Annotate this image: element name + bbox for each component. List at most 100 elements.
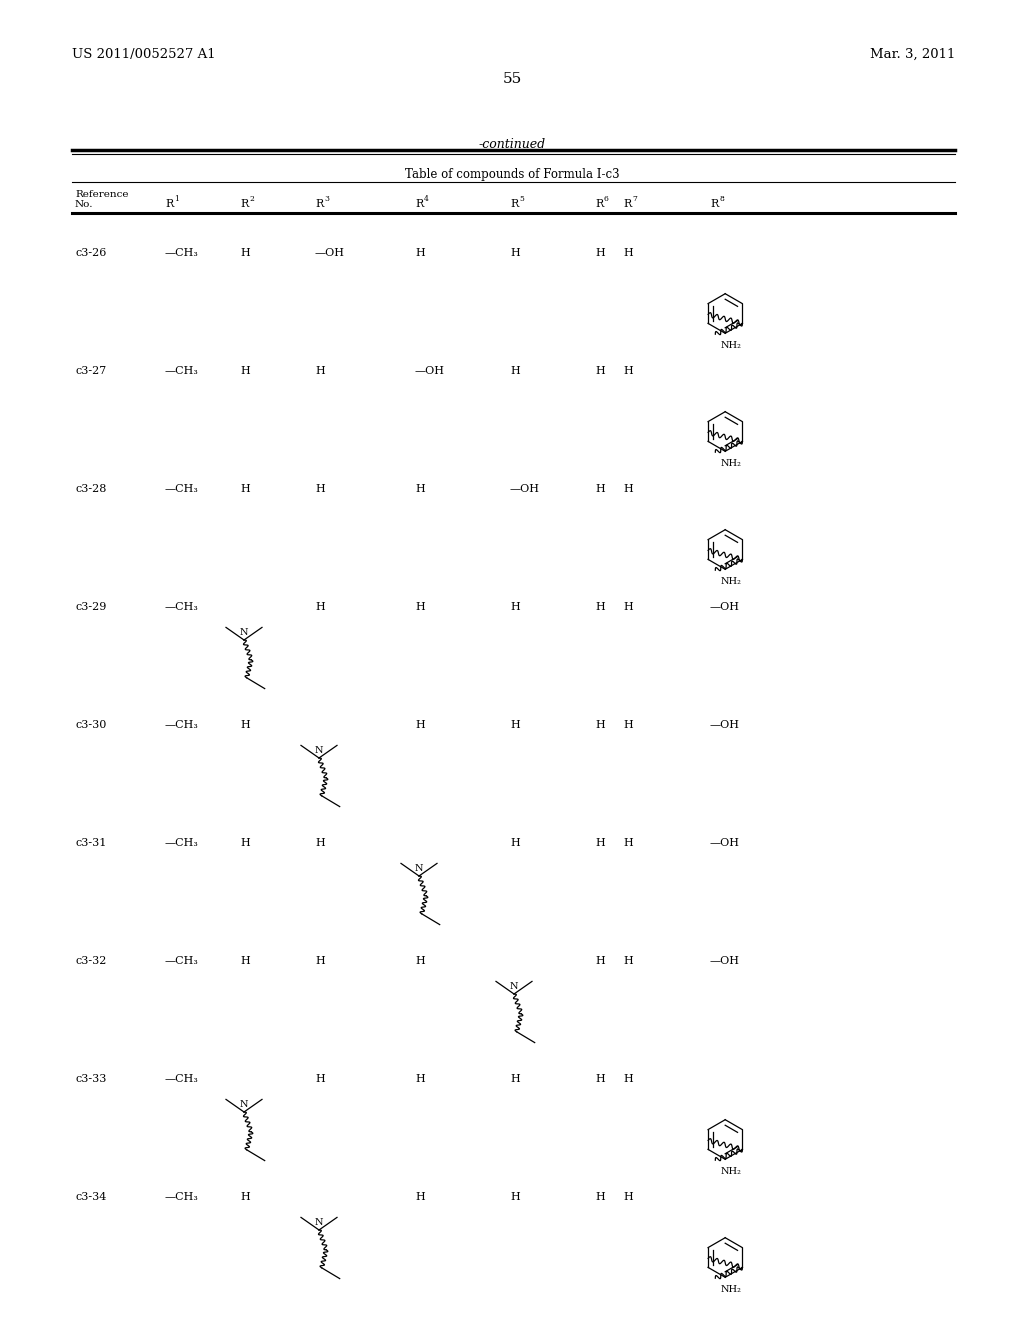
Text: H: H (240, 366, 250, 376)
Text: c3-28: c3-28 (75, 484, 106, 494)
Text: H: H (623, 956, 633, 966)
Text: H: H (595, 248, 605, 257)
Text: N: N (240, 1101, 248, 1109)
Text: H: H (595, 956, 605, 966)
Text: —OH: —OH (710, 719, 740, 730)
Text: H: H (315, 366, 325, 376)
Text: NH₂: NH₂ (721, 1167, 741, 1176)
Text: c3-26: c3-26 (75, 248, 106, 257)
Text: No.: No. (75, 201, 93, 209)
Text: H: H (595, 366, 605, 376)
Text: N: N (314, 746, 324, 755)
Text: H: H (315, 838, 325, 847)
Text: c3-34: c3-34 (75, 1192, 106, 1203)
Text: R: R (415, 199, 423, 209)
Text: H: H (510, 366, 520, 376)
Text: H: H (623, 838, 633, 847)
Text: 4: 4 (424, 195, 429, 203)
Text: H: H (240, 484, 250, 494)
Text: H: H (415, 1192, 425, 1203)
Text: H: H (510, 602, 520, 612)
Text: H: H (315, 484, 325, 494)
Text: 2: 2 (249, 195, 254, 203)
Text: R: R (510, 199, 518, 209)
Text: H: H (240, 838, 250, 847)
Text: NH₂: NH₂ (721, 577, 741, 586)
Text: H: H (415, 484, 425, 494)
Text: —OH: —OH (315, 248, 345, 257)
Text: H: H (415, 1074, 425, 1084)
Text: —OH: —OH (710, 956, 740, 966)
Text: H: H (510, 838, 520, 847)
Text: H: H (510, 248, 520, 257)
Text: 55: 55 (503, 73, 521, 86)
Text: H: H (415, 956, 425, 966)
Text: 1: 1 (174, 195, 179, 203)
Text: c3-27: c3-27 (75, 366, 106, 376)
Text: c3-31: c3-31 (75, 838, 106, 847)
Text: H: H (595, 838, 605, 847)
Text: R: R (595, 199, 603, 209)
Text: —CH₃: —CH₃ (165, 602, 199, 612)
Text: —OH: —OH (415, 366, 445, 376)
Text: c3-33: c3-33 (75, 1074, 106, 1084)
Text: 3: 3 (324, 195, 329, 203)
Text: N: N (314, 1218, 324, 1228)
Text: H: H (415, 248, 425, 257)
Text: US 2011/0052527 A1: US 2011/0052527 A1 (72, 48, 216, 61)
Text: c3-32: c3-32 (75, 956, 106, 966)
Text: H: H (510, 719, 520, 730)
Text: R: R (165, 199, 173, 209)
Text: 6: 6 (604, 195, 609, 203)
Text: Table of compounds of Formula I-c3: Table of compounds of Formula I-c3 (404, 168, 620, 181)
Text: H: H (315, 956, 325, 966)
Text: —CH₃: —CH₃ (165, 838, 199, 847)
Text: H: H (595, 1074, 605, 1084)
Text: H: H (240, 248, 250, 257)
Text: NH₂: NH₂ (721, 459, 741, 469)
Text: H: H (623, 484, 633, 494)
Text: —OH: —OH (510, 484, 540, 494)
Text: H: H (315, 602, 325, 612)
Text: H: H (510, 1192, 520, 1203)
Text: —CH₃: —CH₃ (165, 248, 199, 257)
Text: Reference: Reference (75, 190, 128, 199)
Text: —CH₃: —CH₃ (165, 484, 199, 494)
Text: H: H (240, 956, 250, 966)
Text: H: H (315, 1074, 325, 1084)
Text: —CH₃: —CH₃ (165, 1192, 199, 1203)
Text: R: R (623, 199, 631, 209)
Text: N: N (510, 982, 518, 991)
Text: —OH: —OH (710, 838, 740, 847)
Text: H: H (595, 719, 605, 730)
Text: H: H (595, 484, 605, 494)
Text: —CH₃: —CH₃ (165, 956, 199, 966)
Text: —CH₃: —CH₃ (165, 366, 199, 376)
Text: -continued: -continued (478, 139, 546, 150)
Text: 8: 8 (719, 195, 724, 203)
Text: H: H (623, 248, 633, 257)
Text: H: H (623, 1074, 633, 1084)
Text: H: H (623, 719, 633, 730)
Text: c3-30: c3-30 (75, 719, 106, 730)
Text: Mar. 3, 2011: Mar. 3, 2011 (869, 48, 955, 61)
Text: —OH: —OH (710, 602, 740, 612)
Text: H: H (240, 1192, 250, 1203)
Text: R: R (315, 199, 324, 209)
Text: 7: 7 (632, 195, 637, 203)
Text: R: R (710, 199, 718, 209)
Text: —CH₃: —CH₃ (165, 1074, 199, 1084)
Text: N: N (240, 628, 248, 638)
Text: R: R (240, 199, 248, 209)
Text: H: H (240, 719, 250, 730)
Text: H: H (623, 1192, 633, 1203)
Text: H: H (510, 1074, 520, 1084)
Text: 5: 5 (519, 195, 524, 203)
Text: —CH₃: —CH₃ (165, 719, 199, 730)
Text: H: H (623, 602, 633, 612)
Text: H: H (623, 366, 633, 376)
Text: H: H (595, 602, 605, 612)
Text: c3-29: c3-29 (75, 602, 106, 612)
Text: NH₂: NH₂ (721, 1286, 741, 1295)
Text: H: H (595, 1192, 605, 1203)
